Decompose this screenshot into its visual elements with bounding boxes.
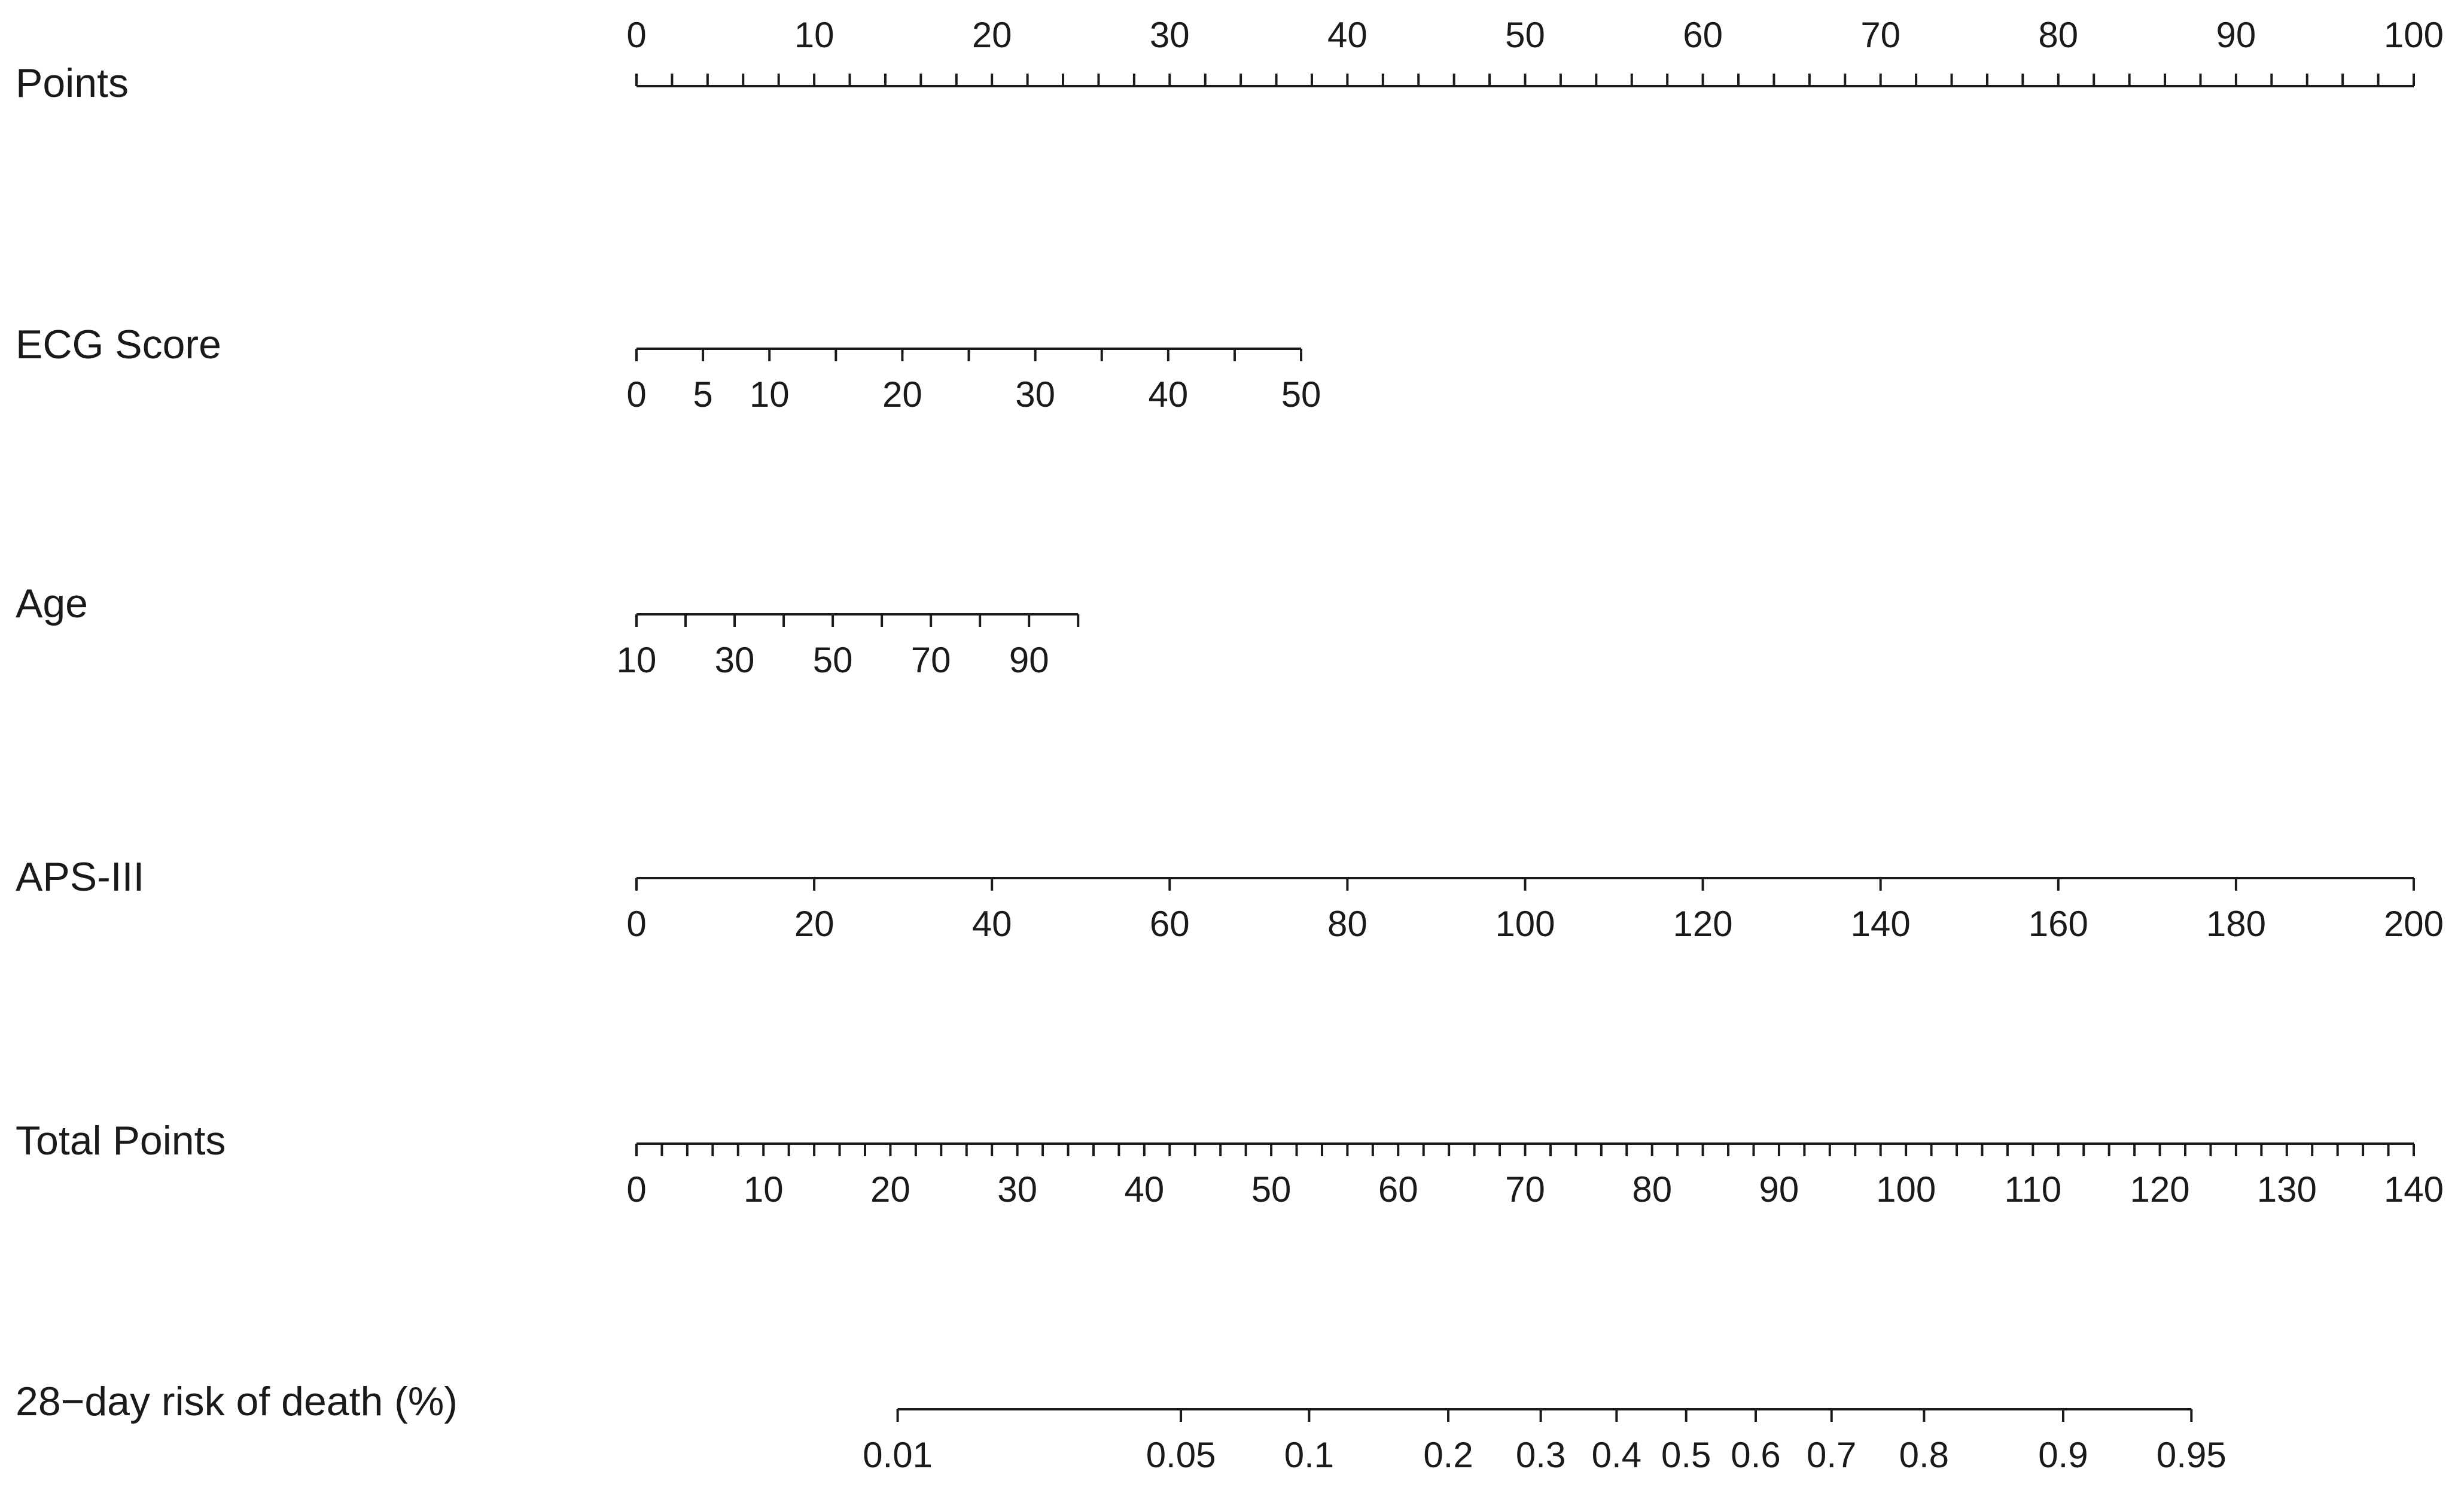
tick-label: 70 — [1860, 15, 1900, 55]
tick-label: 120 — [2130, 1169, 2190, 1209]
tick-label: 40 — [972, 904, 1012, 944]
tick-label: 10 — [750, 374, 790, 415]
tick-label: 100 — [2384, 15, 2444, 55]
tick-label: 130 — [2257, 1169, 2317, 1209]
tick-label: 10 — [794, 15, 834, 55]
tick-label: 80 — [2038, 15, 2078, 55]
tick-label: 20 — [882, 374, 922, 415]
tick-label: 0.5 — [1661, 1435, 1711, 1475]
tick-label: 0.01 — [863, 1435, 933, 1475]
tick-label: 110 — [2005, 1169, 2062, 1209]
row-label: APS-III — [16, 854, 144, 900]
tick-label: 0.9 — [2038, 1435, 2088, 1475]
tick-label: 100 — [1876, 1169, 1936, 1209]
tick-label: 200 — [2384, 904, 2444, 944]
tick-label: 70 — [911, 640, 951, 680]
tick-label: 90 — [2216, 15, 2256, 55]
tick-label: 70 — [1505, 1169, 1545, 1209]
tick-label: 0 — [626, 374, 646, 415]
tick-label: 0 — [626, 15, 646, 55]
tick-label: 50 — [1251, 1169, 1292, 1209]
tick-label: 0.4 — [1592, 1435, 1641, 1475]
tick-label: 20 — [794, 904, 834, 944]
tick-label: 30 — [1015, 374, 1055, 415]
tick-label: 10 — [617, 640, 657, 680]
row-label: Points — [16, 60, 129, 106]
tick-label: 50 — [813, 640, 853, 680]
tick-label: 40 — [1124, 1169, 1164, 1209]
tick-label: 80 — [1327, 904, 1367, 944]
tick-label: 0.7 — [1807, 1435, 1856, 1475]
tick-label: 10 — [744, 1169, 784, 1209]
tick-label: 0 — [626, 904, 646, 944]
tick-label: 40 — [1327, 15, 1367, 55]
tick-label: 0.95 — [2157, 1435, 2227, 1475]
tick-label: 40 — [1148, 374, 1188, 415]
tick-label: 140 — [2384, 1169, 2444, 1209]
tick-label: 0.6 — [1731, 1435, 1780, 1475]
row-label: 28−day risk of death (%) — [16, 1379, 458, 1424]
tick-label: 90 — [1009, 640, 1049, 680]
row-label: Total Points — [16, 1118, 226, 1163]
tick-label: 0.8 — [1899, 1435, 1949, 1475]
tick-label: 0.2 — [1423, 1435, 1473, 1475]
tick-label: 30 — [1150, 15, 1190, 55]
tick-label: 120 — [1673, 904, 1733, 944]
tick-label: 5 — [693, 374, 712, 415]
tick-label: 180 — [2206, 904, 2266, 944]
tick-label: 0.1 — [1284, 1435, 1334, 1475]
tick-label: 20 — [870, 1169, 910, 1209]
tick-label: 60 — [1378, 1169, 1418, 1209]
tick-label: 30 — [715, 640, 755, 680]
tick-label: 30 — [997, 1169, 1037, 1209]
tick-label: 160 — [2029, 904, 2088, 944]
tick-label: 20 — [972, 15, 1012, 55]
tick-label: 0.05 — [1146, 1435, 1216, 1475]
tick-label: 50 — [1505, 15, 1545, 55]
tick-label: 90 — [1759, 1169, 1799, 1209]
row-label: ECG Score — [16, 322, 221, 367]
tick-label: 60 — [1150, 904, 1190, 944]
tick-label: 80 — [1632, 1169, 1672, 1209]
row-label: Age — [16, 581, 88, 626]
tick-label: 0 — [626, 1169, 646, 1209]
tick-label: 100 — [1495, 904, 1555, 944]
tick-label: 50 — [1281, 374, 1321, 415]
tick-label: 140 — [1851, 904, 1911, 944]
tick-label: 0.3 — [1516, 1435, 1565, 1475]
tick-label: 60 — [1683, 15, 1723, 55]
